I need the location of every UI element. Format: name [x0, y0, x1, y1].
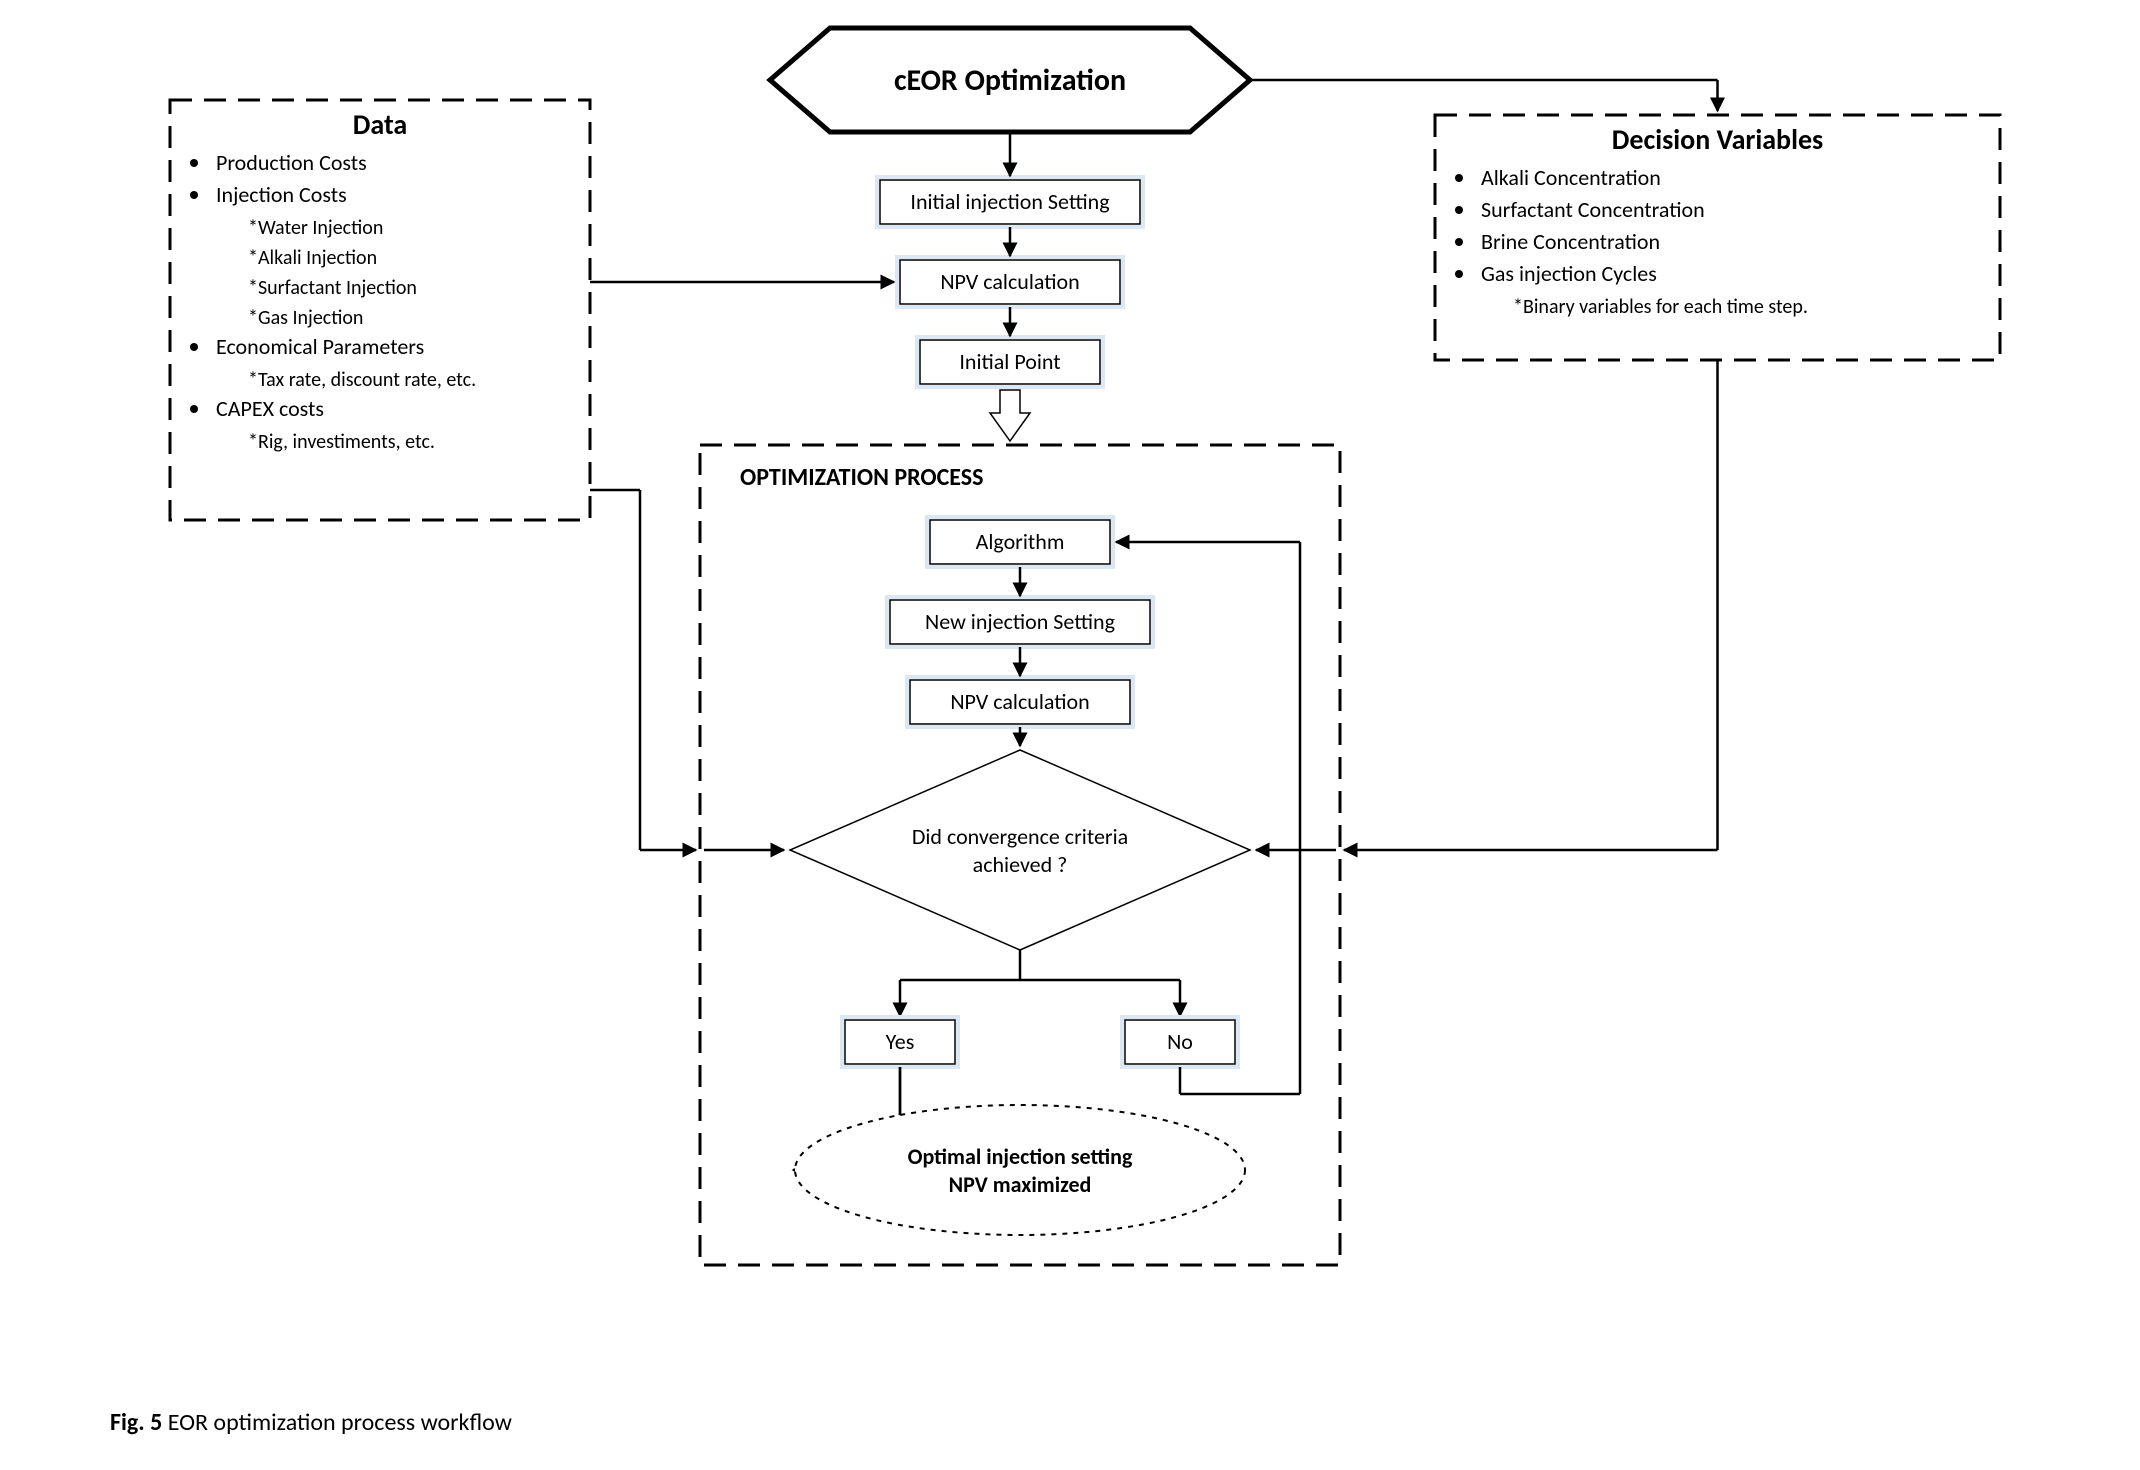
data-box-title: Data [353, 107, 407, 142]
decision-sub-3-0: *Binary variables for each time step. [1513, 295, 1808, 319]
decision-bullet-1: Surfactant Concentration [1481, 196, 1705, 223]
decision-bullet-3: Gas injection Cycles [1481, 260, 1657, 287]
diamond-text-1: Did convergence criteria [912, 823, 1128, 850]
bullet-dot [190, 159, 198, 167]
diamond-text-2: achieved ? [973, 851, 1068, 878]
data-bullet-1: Injection Costs [216, 181, 347, 208]
step-algorithm-label: Algorithm [976, 528, 1065, 555]
bullet-dot [1455, 238, 1463, 246]
decision-bullet-2: Brine Concentration [1481, 228, 1660, 255]
decision-bullet-0: Alkali Concentration [1481, 164, 1661, 191]
caption-bold: Fig. 5 [110, 1408, 162, 1437]
data-sub-2-0: *Tax rate, discount rate, etc. [248, 368, 476, 392]
data-sub-1-3: *Gas Injection [248, 306, 363, 330]
step-new-injection-label: New injection Setting [925, 608, 1115, 635]
hexagon-title-text: cEOR Optimization [894, 62, 1126, 99]
bullet-dot [190, 343, 198, 351]
bullet-dot [1455, 270, 1463, 278]
bullet-dot [1455, 174, 1463, 182]
step-npv2-label: NPV calculation [950, 688, 1089, 715]
bullet-dot [190, 405, 198, 413]
bullet-dot [1455, 206, 1463, 214]
step-npv1-label: NPV calculation [940, 268, 1079, 295]
data-bullet-3: CAPEX costs [216, 395, 324, 422]
optimization-title: OPTIMIZATION PROCESS [740, 463, 983, 492]
optimal-text-2: NPV maximized [949, 1171, 1092, 1198]
data-bullet-2: Economical Parameters [216, 333, 424, 360]
block-arrow-down-icon [990, 390, 1030, 441]
optimal-text-1: Optimal injection setting [908, 1143, 1133, 1170]
data-sub-1-1: *Alkali Injection [248, 246, 377, 270]
step-yes-label: Yes [886, 1028, 915, 1055]
data-sub-1-2: *Surfactant Injection [248, 276, 417, 300]
data-sub-1-0: *Water Injection [248, 216, 383, 240]
step-initial-injection-label: Initial injection Setting [910, 188, 1109, 215]
step-no-label: No [1167, 1028, 1193, 1055]
data-bullet-0: Production Costs [216, 149, 367, 176]
optimal-ellipse [795, 1105, 1245, 1235]
decision-box-title: Decision Variables [1612, 122, 1823, 157]
data-sub-3-0: *Rig, investiments, etc. [248, 430, 435, 454]
caption-rest: EOR optimization process workflow [162, 1408, 512, 1437]
bullet-dot [190, 191, 198, 199]
decision-diamond [790, 750, 1250, 950]
step-initial-point-label: Initial Point [959, 348, 1060, 375]
figure-caption: Fig. 5 EOR optimization process workflow [110, 1408, 512, 1437]
